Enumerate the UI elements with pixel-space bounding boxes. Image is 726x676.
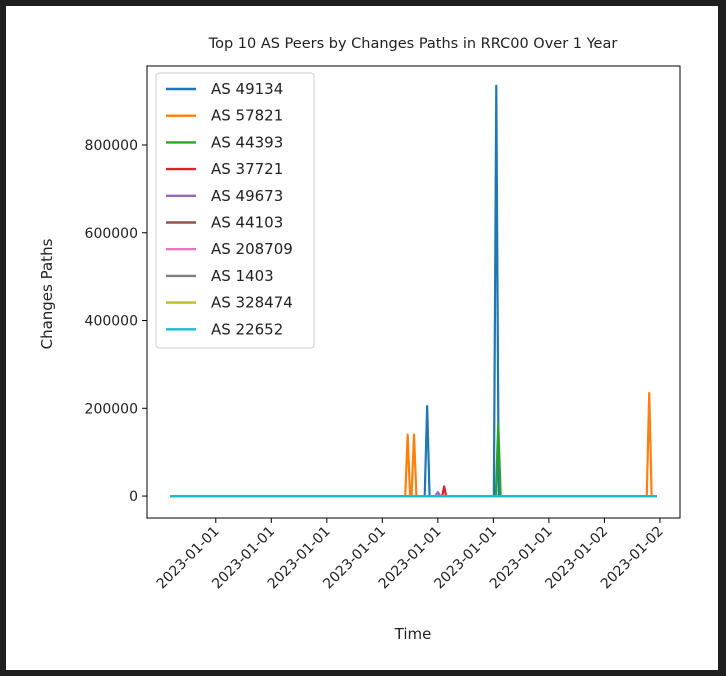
y-tick-label: 600000	[85, 226, 138, 242]
y-axis-label: Changes Paths	[38, 238, 56, 349]
chart-figure: Top 10 AS Peers by Changes Paths in RRC0…	[6, 6, 718, 670]
legend-entry-label: AS 49673	[211, 187, 283, 205]
legend-entry-label: AS 57821	[211, 107, 283, 125]
series-line-as-37721	[170, 485, 657, 498]
chart-title: Top 10 AS Peers by Changes Paths in RRC0…	[208, 36, 618, 52]
legend-entry-label: AS 328474	[211, 294, 293, 312]
plot-lines	[170, 84, 657, 498]
x-axis-label: Time	[394, 625, 432, 643]
x-axis-ticks: 2023-01-012023-01-012023-01-012023-01-01…	[154, 518, 667, 592]
y-tick-label: 800000	[85, 138, 138, 154]
legend-entry-label: AS 44393	[211, 133, 283, 151]
legend-entry-label: AS 37721	[211, 160, 283, 178]
line-chart: Top 10 AS Peers by Changes Paths in RRC0…	[38, 36, 681, 643]
legend-entry-label: AS 1403	[211, 267, 274, 285]
legend: AS 49134 AS 57821 AS 44393 AS 37721 AS 49673…	[155, 72, 315, 349]
y-axis-ticks: 0 200000 400000 600000 800000	[85, 138, 147, 505]
legend-entry-label: AS 22652	[211, 320, 283, 338]
y-tick-label: 200000	[85, 401, 138, 417]
plot-frame	[146, 65, 681, 519]
legend-entry-label: AS 208709	[211, 240, 293, 258]
legend-entry-label: AS 49134	[211, 80, 283, 98]
legend-entry-label: AS 44103	[211, 214, 283, 232]
y-tick-label: 400000	[85, 314, 138, 330]
y-tick-label: 0	[129, 489, 138, 505]
series-line-as-57821	[170, 391, 657, 498]
